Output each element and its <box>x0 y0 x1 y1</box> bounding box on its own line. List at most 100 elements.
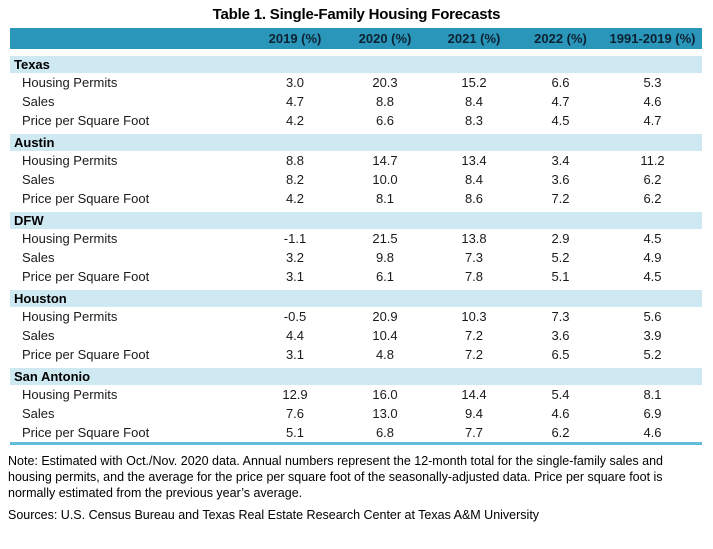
cell-value: 5.4 <box>518 385 603 404</box>
table-row: Price per Square Foot 4.2 8.1 8.6 7.2 6.2 <box>10 189 702 208</box>
cell-value: 9.4 <box>430 404 518 423</box>
cell-value: 14.7 <box>340 151 430 170</box>
cell-value: 5.1 <box>250 423 340 442</box>
header-cell-empty <box>10 28 250 52</box>
cell-value: 6.6 <box>518 73 603 92</box>
cell-value: 4.6 <box>603 92 702 111</box>
cell-value: 5.6 <box>603 307 702 326</box>
cell-value: 8.4 <box>430 170 518 189</box>
group-label: DFW <box>10 208 702 229</box>
cell-value: 6.9 <box>603 404 702 423</box>
cell-value: 4.2 <box>250 189 340 208</box>
cell-value: 21.5 <box>340 229 430 248</box>
table-title: Table 1. Single-Family Housing Forecasts <box>212 6 501 23</box>
cell-value: 6.2 <box>603 170 702 189</box>
cell-value: 7.2 <box>518 189 603 208</box>
header-row: 2019 (%) 2020 (%) 2021 (%) 2022 (%) 1991… <box>10 28 702 52</box>
cell-value: 16.0 <box>340 385 430 404</box>
header-cell-2021: 2021 (%) <box>430 28 518 52</box>
table-row: Price per Square Foot 4.2 6.6 8.3 4.5 4.7 <box>10 111 702 130</box>
group-row: DFW <box>10 208 702 229</box>
row-label: Sales <box>10 92 250 111</box>
cell-value: 4.5 <box>603 229 702 248</box>
cell-value: 3.1 <box>250 345 340 364</box>
cell-value: 14.4 <box>430 385 518 404</box>
table-row: Price per Square Foot 5.1 6.8 7.7 6.2 4.6 <box>10 423 702 442</box>
row-label: Sales <box>10 326 250 345</box>
cell-value: 2.9 <box>518 229 603 248</box>
cell-value: 12.9 <box>250 385 340 404</box>
cell-value: 3.2 <box>250 248 340 267</box>
note-text: Note: Estimated with Oct./Nov. 2020 data… <box>8 454 663 500</box>
forecast-table: 2019 (%) 2020 (%) 2021 (%) 2022 (%) 1991… <box>10 28 702 445</box>
cell-value: 10.0 <box>340 170 430 189</box>
table-row: Price per Square Foot 3.1 4.8 7.2 6.5 5.2 <box>10 345 702 364</box>
table-header: 2019 (%) 2020 (%) 2021 (%) 2022 (%) 1991… <box>10 28 702 52</box>
row-label: Price per Square Foot <box>10 267 250 286</box>
row-label: Price per Square Foot <box>10 111 250 130</box>
cell-value: 8.1 <box>340 189 430 208</box>
cell-value: 7.7 <box>430 423 518 442</box>
cell-value: 4.5 <box>518 111 603 130</box>
cell-value: 3.0 <box>250 73 340 92</box>
cell-value: 3.6 <box>518 170 603 189</box>
cell-value: 4.7 <box>518 92 603 111</box>
cell-value: 3.1 <box>250 267 340 286</box>
cell-value: 20.9 <box>340 307 430 326</box>
table-row: Price per Square Foot 3.1 6.1 7.8 5.1 4.5 <box>10 267 702 286</box>
cell-value: -0.5 <box>250 307 340 326</box>
cell-value: 8.3 <box>430 111 518 130</box>
group-row: Houston <box>10 286 702 307</box>
cell-value: 6.6 <box>340 111 430 130</box>
table-row: Housing Permits 12.9 16.0 14.4 5.4 8.1 <box>10 385 702 404</box>
cell-value: 6.1 <box>340 267 430 286</box>
cell-value: 10.4 <box>340 326 430 345</box>
cell-value: 7.2 <box>430 326 518 345</box>
cell-value: 8.6 <box>430 189 518 208</box>
cell-value: 4.7 <box>603 111 702 130</box>
cell-value: 3.6 <box>518 326 603 345</box>
cell-value: 8.4 <box>430 92 518 111</box>
table-row: Sales 4.4 10.4 7.2 3.6 3.9 <box>10 326 702 345</box>
row-label: Housing Permits <box>10 151 250 170</box>
cell-value: 4.2 <box>250 111 340 130</box>
header-cell-1991-2019: 1991-2019 (%) <box>603 28 702 52</box>
group-row: Texas <box>10 52 702 73</box>
row-label: Housing Permits <box>10 307 250 326</box>
header-cell-2019: 2019 (%) <box>250 28 340 52</box>
cell-value: 5.1 <box>518 267 603 286</box>
cell-value: 15.2 <box>430 73 518 92</box>
table-row: Housing Permits 3.0 20.3 15.2 6.6 5.3 <box>10 73 702 92</box>
row-label: Sales <box>10 170 250 189</box>
cell-value: 5.2 <box>518 248 603 267</box>
table-row: Housing Permits -0.5 20.9 10.3 7.3 5.6 <box>10 307 702 326</box>
cell-value: 11.2 <box>603 151 702 170</box>
cell-value: 4.9 <box>603 248 702 267</box>
cell-value: 3.4 <box>518 151 603 170</box>
group-row: San Antonio <box>10 364 702 385</box>
cell-value: 6.8 <box>340 423 430 442</box>
table-row: Housing Permits 8.8 14.7 13.4 3.4 11.2 <box>10 151 702 170</box>
cell-value: 4.8 <box>340 345 430 364</box>
cell-value: 8.8 <box>340 92 430 111</box>
table-body: Texas Housing Permits 3.0 20.3 15.2 6.6 5.3 Sal… <box>10 52 702 442</box>
header-cell-2022: 2022 (%) <box>518 28 603 52</box>
cell-value: 7.3 <box>518 307 603 326</box>
row-label: Price per Square Foot <box>10 345 250 364</box>
sources-text: Sources: U.S. Census Bureau and Texas Re… <box>8 508 540 522</box>
row-label: Price per Square Foot <box>10 189 250 208</box>
group-row: Austin <box>10 130 702 151</box>
table-row: Sales 4.7 8.8 8.4 4.7 4.6 <box>10 92 702 111</box>
cell-value: 4.6 <box>518 404 603 423</box>
row-label: Sales <box>10 248 250 267</box>
table-row: Sales 7.6 13.0 9.4 4.6 6.9 <box>10 404 702 423</box>
cell-value: 13.8 <box>430 229 518 248</box>
group-label: San Antonio <box>10 364 702 385</box>
cell-value: 6.5 <box>518 345 603 364</box>
row-label: Housing Permits <box>10 385 250 404</box>
cell-value: 4.4 <box>250 326 340 345</box>
cell-value: 7.6 <box>250 404 340 423</box>
cell-value: 4.6 <box>603 423 702 442</box>
header-cell-2020: 2020 (%) <box>340 28 430 52</box>
